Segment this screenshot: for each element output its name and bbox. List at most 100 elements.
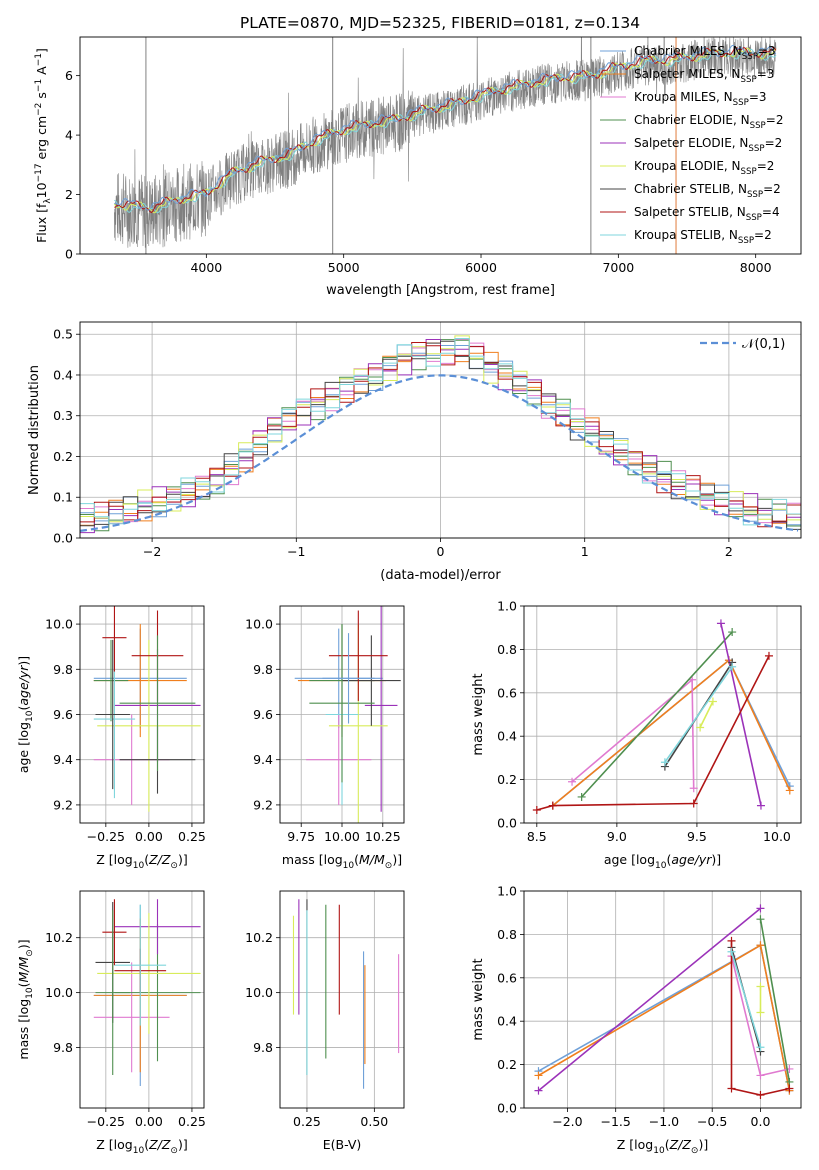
y-tick-label: 9.2	[253, 797, 273, 812]
y-tick-label: 9.6	[253, 707, 273, 722]
model-spectrum	[113, 47, 777, 214]
weight-marker	[534, 1086, 543, 1095]
y-tick-label: 10.0	[45, 617, 73, 632]
weight-marker	[532, 805, 541, 814]
plot-area-mass-vs-Z	[93, 899, 201, 1087]
y-tick-label: 0.2	[497, 1057, 517, 1072]
legend-entry: Salpeter MILES, NSSP=3	[634, 67, 774, 85]
y-tick-label: 0.8	[497, 927, 517, 942]
weight-series	[571, 678, 695, 789]
plot-area-age-vs-Z	[93, 606, 201, 812]
y-tick-label: 0.4	[497, 1014, 517, 1029]
legend-entry: Kroupa ELODIE, NSSP=2	[634, 159, 774, 177]
axes-frame	[79, 605, 205, 824]
weight-marker	[696, 723, 705, 732]
legend-entry: Kroupa STELIB, NSSP=2	[634, 228, 772, 246]
x-tick-label: 5000	[328, 260, 360, 275]
y-tick-label: 0.4	[53, 367, 73, 382]
axes-frame	[523, 605, 802, 824]
panel-mass-vs-Z: −0.25 0.00 0.25 9.8 10.0 10.2 Z [log10(Z/Z⊙)] m…	[16, 890, 206, 1156]
x-axis-label: Z [log10(Z/Z⊙)]	[96, 1137, 187, 1156]
x-tick-label: −0.25	[87, 829, 125, 844]
weight-marker	[568, 777, 577, 786]
weight-marker	[689, 784, 698, 793]
x-tick-label: 10.25	[365, 829, 401, 844]
y-tick-label: 0.1	[53, 490, 73, 505]
weight-marker	[756, 1090, 765, 1099]
y-tick-label: 9.8	[53, 1040, 73, 1055]
plot-area-spectrum	[113, 37, 777, 254]
weight-marker	[756, 915, 765, 924]
legend-entry: Kroupa MILES, NSSP=3	[634, 90, 767, 108]
weight-marker	[756, 941, 765, 950]
weight-series	[537, 907, 762, 1092]
weight-marker	[727, 1084, 736, 1093]
x-tick-label: 8000	[740, 260, 772, 275]
y-tick-label: 9.8	[53, 662, 73, 677]
legend-entry: Chabrier STELIB, NSSP=2	[634, 182, 781, 200]
figure-title: PLATE=0870, MJD=52325, FIBERID=0181, z=0…	[240, 14, 640, 32]
weight-marker	[689, 799, 698, 808]
weight-marker	[756, 982, 765, 991]
y-tick-label: 2	[65, 187, 73, 202]
x-tick-label: −0.5	[697, 1114, 727, 1129]
weight-series	[759, 919, 791, 1083]
weight-marker	[756, 1071, 765, 1080]
plot-area-mass-vs-EBV	[292, 899, 400, 1089]
y-tick-label: 9.4	[253, 752, 273, 767]
axes-frame	[79, 321, 802, 539]
y-tick-label: 6	[65, 68, 73, 83]
panel-age-vs-mass: 9.75 10.00 10.25 9.2 9.4 9.6 9.8 10.0 mass [log1…	[245, 605, 405, 871]
x-tick-label: −2.0	[552, 1114, 582, 1129]
x-tick-label: 9.0	[607, 829, 627, 844]
x-tick-label: 2	[725, 544, 733, 559]
weight-marker	[577, 792, 586, 801]
residual-histogram	[80, 335, 801, 535]
panel-mass-vs-EBV: 0.25 0.50 9.8 10.0 10.2 E(B-V)	[245, 890, 405, 1152]
y-axis-label: Flux [fλ10−17 erg cm−2 s−1 A−1]	[34, 48, 53, 243]
y-axis-label: mass [log10(M/M⊙)]	[16, 939, 35, 1059]
axes-frame	[523, 890, 802, 1109]
y-tick-label: 0.3	[53, 408, 73, 423]
y-tick-label: 0.0	[497, 1101, 517, 1116]
weight-marker	[756, 1043, 765, 1052]
y-tick-label: 0.0	[497, 816, 517, 831]
axes-frame	[279, 605, 405, 824]
residual-histogram	[80, 342, 801, 533]
x-tick-label: 9.5	[687, 829, 707, 844]
weight-marker	[728, 628, 737, 637]
weight-marker	[728, 662, 737, 671]
y-tick-label: 9.2	[53, 797, 73, 812]
weight-marker	[727, 936, 736, 945]
x-tick-label: 6000	[465, 260, 497, 275]
x-axis-label: E(B-V)	[323, 1137, 362, 1152]
gaussian-curve	[80, 374, 799, 532]
panel-age-vs-Z: −0.25 0.00 0.25 9.2 9.4 9.6 9.8 10.0 Z [log10(Z/…	[16, 605, 206, 871]
weight-marker	[785, 1084, 794, 1093]
y-tick-label: 10.0	[245, 617, 273, 632]
x-tick-label: 1	[581, 544, 589, 559]
residual-histogram	[80, 339, 801, 534]
x-tick-label: 0.0	[751, 1114, 771, 1129]
y-tick-label: 0.5	[53, 327, 73, 342]
weight-marker	[716, 619, 725, 628]
weight-series	[552, 659, 791, 807]
x-axis-label: mass [log10(M/M⊙)]	[282, 852, 402, 871]
y-tick-label: 9.8	[253, 1040, 273, 1055]
x-tick-label: −1	[287, 544, 305, 559]
legend-entry: 𝒩(0,1)	[742, 337, 785, 352]
residual-histogram	[80, 340, 801, 530]
y-axis-label: Normed distribution	[27, 365, 42, 495]
y-tick-label: 0.8	[497, 642, 517, 657]
y-tick-label: 0.2	[53, 449, 73, 464]
legend-entry: Salpeter STELIB, NSSP=4	[634, 205, 780, 223]
x-tick-label: 4000	[190, 260, 222, 275]
x-axis-label: (data-model)/error	[380, 568, 501, 583]
y-tick-label: 0.0	[53, 531, 73, 546]
weight-series	[730, 951, 762, 1048]
y-axis-label: age [log10(age/yr)]	[16, 656, 35, 773]
x-tick-label: 0.25	[293, 1114, 321, 1129]
model-spectrum	[114, 44, 777, 211]
weight-marker	[756, 1008, 765, 1017]
x-tick-label: −1.0	[649, 1114, 679, 1129]
